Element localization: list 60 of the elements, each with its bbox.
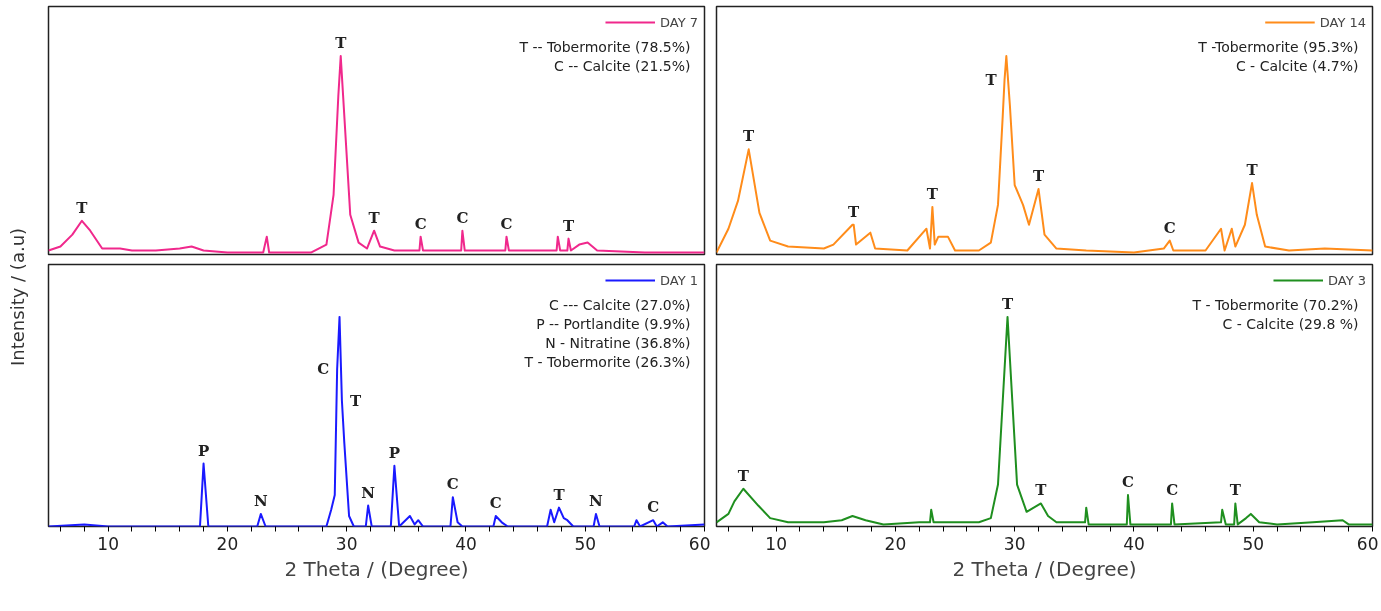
x-axis-title: 2 Theta / (Degree) [952,556,1137,581]
annotation: C [317,360,330,379]
annotation: T [848,202,861,221]
annotation: P [388,443,401,462]
legend-label: DAY 1 [659,272,698,288]
annotation: C [1166,481,1179,500]
annotation: T [76,198,89,217]
annotation: T [562,216,575,235]
text: T -Tobermorite (95.3%) [1197,38,1359,55]
text: T - Tobermorite (70.2%) [1191,296,1359,313]
annotation: T [1001,294,1014,313]
annotation: T [368,208,381,227]
annotation: P [197,441,210,460]
annotation: T [1032,167,1045,186]
x-tick-label: 20 [216,533,239,554]
annotation: C [446,475,459,494]
annotation: T [1229,481,1242,500]
annotation: T [553,485,566,504]
x-tick-label: 50 [1242,533,1265,554]
annotation: N - Nitratine (36.8%) [545,334,691,351]
annotation: C -- Calcite (21.5%) [553,57,691,74]
annotation: T [737,466,750,485]
x-tick-label: 20 [884,533,907,554]
annotation: T [349,391,362,410]
x-tick-label: 40 [455,533,477,554]
annotation: N [253,491,268,510]
legend-label: DAY 14 [1319,14,1366,30]
annotation: C [489,494,502,513]
x-tick-label: 40 [1123,533,1145,554]
annotation: C - Calcite (29.8 %) [1222,315,1359,332]
legend-label: DAY 3 [1327,272,1366,288]
x-tick-label: 30 [1003,533,1026,554]
x-tick-label: 10 [765,533,787,554]
annotation: T [743,127,756,146]
annotation: T [1246,161,1259,180]
text: T -- Tobermorite (78.5%) [518,38,691,55]
x-tick-label: 50 [574,533,597,554]
annotation: P -- Portlandite (9.9%) [536,315,691,332]
x-tick-label: 10 [97,533,119,554]
annotation: T [926,184,939,203]
x-axis-title: 2 Theta / (Degree) [284,556,469,581]
y-axis-title: Intensity / (a.u) [6,226,29,368]
text: C --- Calcite (27.0%) [548,296,691,313]
x-tick-label: 30 [335,533,358,554]
annotation: T [1035,481,1048,500]
annotation: T - Tobermorite (26.3%) [523,353,691,370]
annotation: C [500,214,513,233]
annotation: C - Calcite (4.7%) [1235,57,1359,74]
annotation: C [647,498,660,517]
annotation: C [414,214,427,233]
annotation: N [589,491,604,510]
annotation: T [335,34,348,53]
annotation: T [985,70,998,89]
x-tick-label: 60 [1356,533,1379,554]
x-tick-label: 60 [688,533,711,554]
annotation: C [1122,473,1135,492]
annotation: C [456,208,469,227]
legend-label: DAY 7 [659,14,698,30]
annotation: C [1163,218,1176,237]
annotation: N [361,483,376,502]
